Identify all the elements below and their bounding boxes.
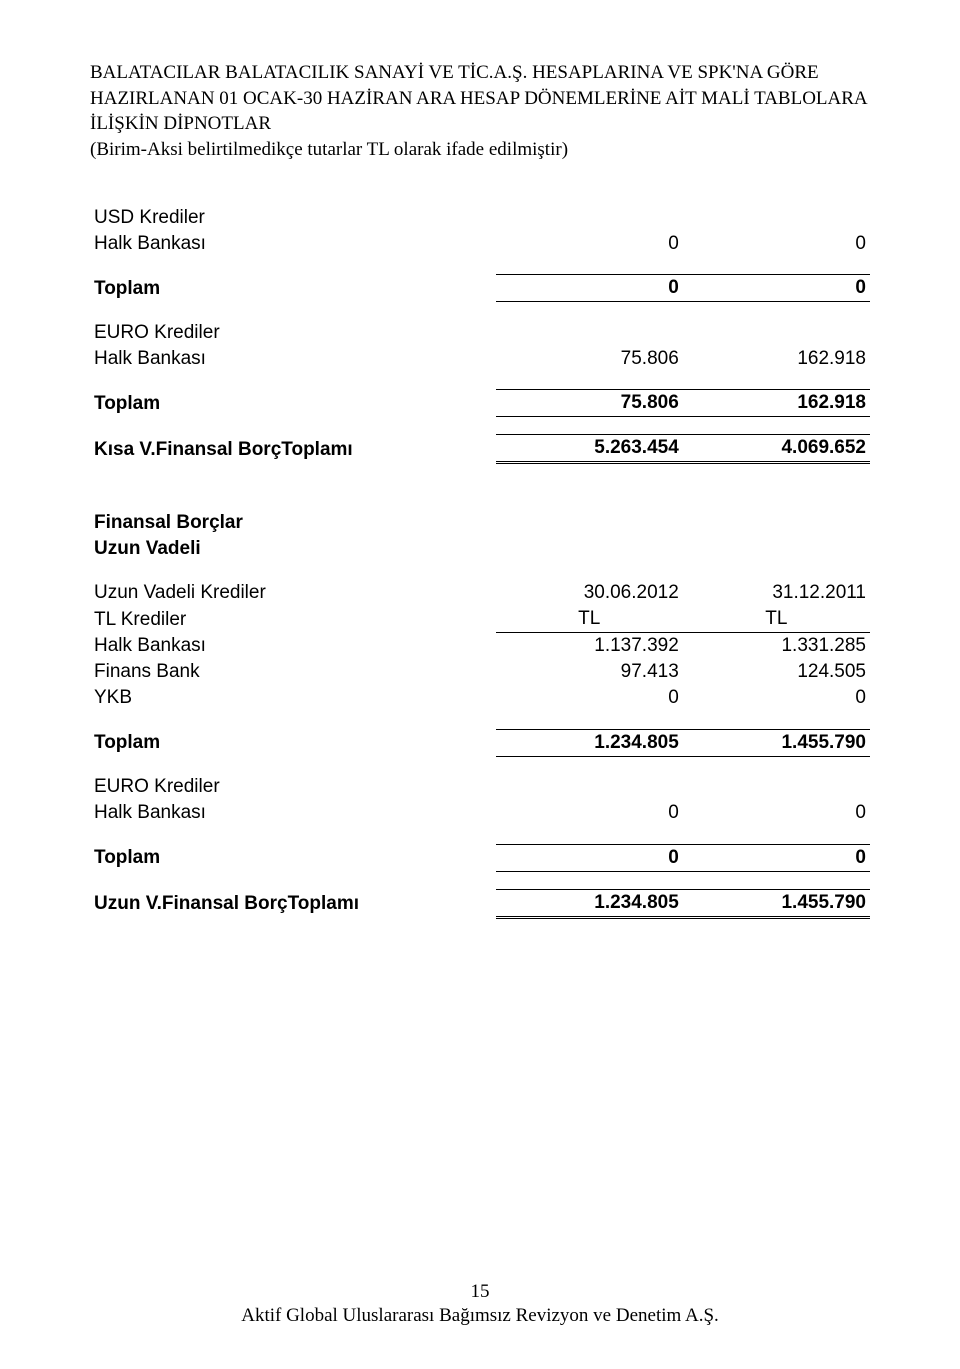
table-row: Toplam 0 0 — [90, 275, 870, 302]
cell-value: 1.331.285 — [683, 633, 870, 660]
cell-value: 0 — [683, 275, 870, 302]
currency-header: TL — [683, 606, 870, 633]
tl-krediler-label: TL Krediler — [90, 606, 496, 633]
table-row: Uzun Vadeli — [90, 536, 870, 562]
table-row: EURO Krediler — [90, 774, 870, 800]
table-row: Halk Bankası 1.137.392 1.331.285 — [90, 633, 870, 660]
halk-bankasi-label: Halk Bankası — [90, 800, 496, 826]
table-row: Toplam 75.806 162.918 — [90, 390, 870, 417]
cell-value: 1.137.392 — [496, 633, 683, 660]
table-row: Uzun Vadeli Krediler 30.06.2012 31.12.20… — [90, 580, 870, 606]
cell-value: 0 — [496, 844, 683, 871]
cell-value: 0 — [683, 231, 870, 257]
cell-value: 124.505 — [683, 659, 870, 685]
document-header: BALATACILAR BALATACILIK SANAYİ VE TİC.A.… — [90, 60, 870, 163]
header-subtitle: (Birim-Aksi belirtilmedikçe tutarlar TL … — [90, 137, 870, 163]
halk-bankasi-label: Halk Bankası — [90, 633, 496, 660]
table-row: EURO Krediler — [90, 320, 870, 346]
cell-value: 0 — [496, 275, 683, 302]
table-row: Kısa V.Finansal BorçToplamı 5.263.454 4.… — [90, 435, 870, 463]
currency-header: TL — [496, 606, 683, 633]
table-row: Halk Bankası 75.806 162.918 — [90, 346, 870, 372]
cell-value: 0 — [496, 685, 683, 711]
cell-value: 0 — [496, 231, 683, 257]
table-row: Uzun V.Finansal BorçToplamı 1.234.805 1.… — [90, 889, 870, 917]
cell-value: 5.263.454 — [496, 435, 683, 463]
cell-value: 1.234.805 — [496, 889, 683, 917]
table-row: Halk Bankası 0 0 — [90, 800, 870, 826]
cell-value: 1.455.790 — [683, 889, 870, 917]
table-row: Finansal Borçlar — [90, 510, 870, 536]
uzun-vadeli-total-label: Uzun V.Finansal BorçToplamı — [90, 889, 496, 917]
uzun-vadeli-title: Uzun Vadeli — [90, 536, 496, 562]
toplam-label: Toplam — [90, 844, 496, 871]
cell-value: 97.413 — [496, 659, 683, 685]
header-title: BALATACILAR BALATACILIK SANAYİ VE TİC.A.… — [90, 60, 870, 137]
cell-value: 0 — [496, 800, 683, 826]
table-row: Finans Bank 97.413 124.505 — [90, 659, 870, 685]
cell-value: 0 — [683, 844, 870, 871]
cell-value: 0 — [683, 800, 870, 826]
date-header: 30.06.2012 — [496, 580, 683, 606]
table-row: USD Krediler — [90, 205, 870, 231]
halk-bankasi-label: Halk Bankası — [90, 231, 496, 257]
toplam-label: Toplam — [90, 390, 496, 417]
cell-value: 4.069.652 — [683, 435, 870, 463]
date-header: 31.12.2011 — [683, 580, 870, 606]
cell-value: 0 — [683, 685, 870, 711]
table-row: Toplam 1.234.805 1.455.790 — [90, 729, 870, 756]
cell-value: 162.918 — [683, 390, 870, 417]
halk-bankasi-label: Halk Bankası — [90, 346, 496, 372]
euro-krediler-label: EURO Krediler — [90, 774, 496, 800]
usd-krediler-label: USD Krediler — [90, 205, 496, 231]
table-row: TL Krediler TL TL — [90, 606, 870, 633]
table-row: Halk Bankası 0 0 — [90, 231, 870, 257]
cell-value: 1.455.790 — [683, 729, 870, 756]
page-footer: 15 Aktif Global Uluslararası Bağımsız Re… — [0, 1280, 960, 1329]
finansal-borclar-title: Finansal Borçlar — [90, 510, 496, 536]
ykb-label: YKB — [90, 685, 496, 711]
toplam-label: Toplam — [90, 275, 496, 302]
toplam-label: Toplam — [90, 729, 496, 756]
long-term-table: Finansal Borçlar Uzun Vadeli Uzun Vadeli… — [90, 510, 870, 919]
cell-value: 75.806 — [496, 390, 683, 417]
page-number: 15 — [0, 1280, 960, 1305]
short-term-table: USD Krediler Halk Bankası 0 0 Toplam 0 0… — [90, 205, 870, 465]
footer-company: Aktif Global Uluslararası Bağımsız Reviz… — [0, 1304, 960, 1329]
cell-value: 1.234.805 — [496, 729, 683, 756]
cell-value: 162.918 — [683, 346, 870, 372]
finans-bank-label: Finans Bank — [90, 659, 496, 685]
kisa-vadeli-total-label: Kısa V.Finansal BorçToplamı — [90, 435, 496, 463]
euro-krediler-label: EURO Krediler — [90, 320, 496, 346]
table-row: YKB 0 0 — [90, 685, 870, 711]
uzun-vadeli-krediler-label: Uzun Vadeli Krediler — [90, 580, 496, 606]
cell-value: 75.806 — [496, 346, 683, 372]
table-row: Toplam 0 0 — [90, 844, 870, 871]
